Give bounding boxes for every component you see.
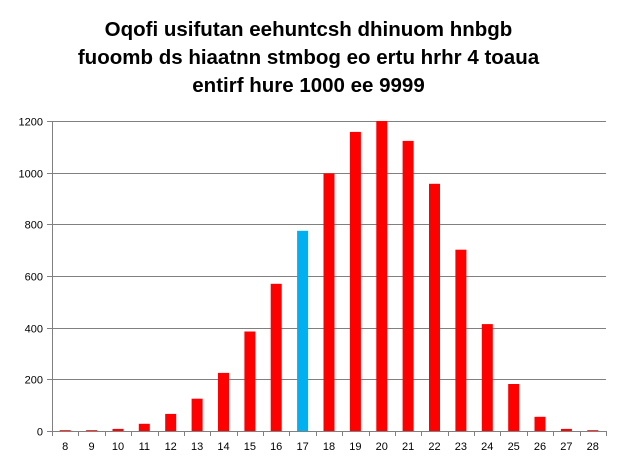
bar-27 bbox=[560, 428, 572, 431]
bar-16 bbox=[270, 283, 282, 432]
x-tick-label: 11 bbox=[139, 441, 150, 453]
x-tick-labels: 8 9 10 11 12 13 14 15 16 17 18 19 20 21 22 23 24 25 26 27 28 bbox=[62, 441, 599, 453]
y-tick-label: 1200 bbox=[19, 117, 43, 129]
x-tick-label: 26 bbox=[534, 441, 546, 453]
x-tick-label: 27 bbox=[560, 441, 572, 453]
chart-title-line-2: fuoomb ds hiaatnn stmbog eo ertu hrhr 4 … bbox=[77, 46, 540, 69]
bar-12 bbox=[165, 413, 177, 431]
x-tick-label: 19 bbox=[349, 441, 361, 453]
bars bbox=[59, 121, 599, 432]
x-tick-label: 18 bbox=[323, 441, 335, 453]
y-tick-label: 600 bbox=[25, 272, 43, 284]
y-tick-labels: 0 200 400 600 800 1000 1200 bbox=[19, 117, 43, 439]
bar-23 bbox=[455, 249, 467, 431]
chart-title: Oqofi usifutan eehuntcsh dhinuom hnbgb f… bbox=[0, 16, 617, 100]
bar-21 bbox=[402, 140, 414, 431]
bar-9 bbox=[86, 430, 98, 431]
bar-20 bbox=[376, 121, 388, 431]
bar-17 bbox=[297, 230, 309, 431]
chart-title-line-1: Oqofi usifutan eehuntcsh dhinuom hnbgb bbox=[104, 18, 513, 41]
x-tick-label: 17 bbox=[296, 441, 308, 453]
x-tick-label: 23 bbox=[455, 441, 467, 453]
bar-8 bbox=[59, 430, 71, 431]
y-tick-label: 1000 bbox=[19, 169, 43, 181]
x-tick-label: 24 bbox=[481, 441, 493, 453]
x-tick-label: 10 bbox=[112, 441, 124, 453]
x-tick-label: 21 bbox=[402, 441, 414, 453]
bar-15 bbox=[244, 331, 256, 431]
x-tick-label: 16 bbox=[270, 441, 282, 453]
chart-title-line-3: entirf hure 1000 ee 9999 bbox=[192, 74, 425, 97]
x-tick-label: 9 bbox=[89, 441, 95, 453]
x-tick-label: 8 bbox=[62, 441, 68, 453]
bar-11 bbox=[138, 423, 150, 431]
x-tick-label: 12 bbox=[165, 441, 177, 453]
bar-26 bbox=[534, 416, 546, 431]
bar-14 bbox=[218, 372, 229, 431]
bar-19 bbox=[349, 131, 361, 431]
x-tick-label: 15 bbox=[244, 441, 256, 453]
x-tick-label: 14 bbox=[217, 441, 229, 453]
x-tick-label: 20 bbox=[376, 441, 388, 453]
bar-22 bbox=[429, 183, 440, 431]
x-tick-label: 25 bbox=[508, 441, 520, 453]
y-tick-label: 400 bbox=[25, 324, 43, 336]
x-tick-label: 28 bbox=[587, 441, 599, 453]
bar-28 bbox=[587, 430, 599, 431]
y-tick-label: 0 bbox=[37, 427, 43, 439]
bar-10 bbox=[112, 428, 124, 431]
bar-13 bbox=[191, 398, 203, 431]
bar-25 bbox=[508, 384, 520, 431]
x-tick-label: 22 bbox=[428, 441, 440, 453]
y-tick-label: 800 bbox=[25, 220, 43, 232]
bar-24 bbox=[481, 324, 493, 431]
bar-18 bbox=[323, 173, 335, 431]
axes bbox=[47, 121, 607, 436]
x-tick-label: 13 bbox=[191, 441, 203, 453]
y-tick-label: 200 bbox=[25, 375, 43, 387]
